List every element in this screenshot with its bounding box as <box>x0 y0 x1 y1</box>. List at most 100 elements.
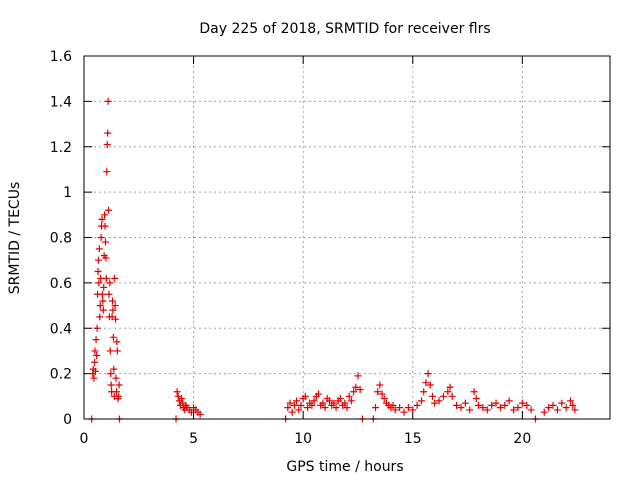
y-tick-label: 0.8 <box>50 231 72 247</box>
x-tick-label: 20 <box>513 431 531 447</box>
data-point <box>100 283 108 291</box>
data-point <box>308 401 316 409</box>
y-tick-label: 1.6 <box>50 49 72 65</box>
data-point <box>319 399 327 407</box>
data-point <box>540 408 548 416</box>
data-point <box>413 401 421 409</box>
data-point <box>426 381 434 389</box>
data-point <box>376 381 384 389</box>
data-point <box>518 399 526 407</box>
axis-ticks: 0 0.2 0.4 0.6 0.8 1 1.2 1.4 1.6 0 5 10 15 20 <box>50 49 610 447</box>
data-point <box>178 395 186 403</box>
data-point <box>439 392 447 400</box>
data-point <box>422 379 430 387</box>
data-point <box>571 406 579 414</box>
data-point <box>347 397 355 405</box>
data-point <box>106 347 114 355</box>
data-point <box>409 406 417 414</box>
y-tick-label: 1 <box>63 185 72 201</box>
data-point <box>396 404 404 412</box>
data-point <box>391 406 399 414</box>
data-point <box>101 222 109 230</box>
data-point <box>374 388 382 396</box>
data-point <box>453 401 461 409</box>
y-axis-label: SRMTID / TECUs <box>7 182 23 295</box>
data-point <box>343 404 351 412</box>
data-point <box>492 399 500 407</box>
data-point <box>371 404 379 412</box>
data-point <box>288 408 296 416</box>
data-point <box>562 404 570 412</box>
data-point <box>101 238 109 246</box>
data-point <box>115 381 123 389</box>
plot-frame <box>83 55 611 420</box>
data-point <box>112 315 120 323</box>
data-point <box>304 404 312 412</box>
data-point <box>92 336 100 344</box>
data-point <box>418 397 426 405</box>
data-point <box>341 399 349 407</box>
data-point <box>325 397 333 405</box>
data-point <box>446 383 454 391</box>
data-point <box>115 392 123 400</box>
data-point <box>196 410 204 418</box>
data-point <box>113 338 121 346</box>
data-point <box>310 397 318 405</box>
data-point <box>111 302 119 310</box>
chart-title: Day 225 of 2018, SRMTID for receiver flr… <box>199 21 490 37</box>
y-tick-label: 0.2 <box>50 367 72 383</box>
data-point <box>514 404 522 412</box>
data-point <box>98 290 106 298</box>
data-point <box>104 129 112 137</box>
data-point <box>111 274 119 282</box>
data-point <box>105 290 113 298</box>
data-point <box>94 268 102 276</box>
y-tick-label: 1.2 <box>50 140 72 156</box>
data-point <box>94 256 102 264</box>
data-point <box>101 211 109 219</box>
data-point <box>106 279 114 287</box>
x-tick-label: 0 <box>80 431 89 447</box>
data-point <box>475 401 482 409</box>
data-point <box>102 274 110 282</box>
data-point <box>501 401 509 409</box>
data-point <box>470 388 478 396</box>
data-point <box>99 297 107 305</box>
data-point <box>104 97 112 105</box>
data-point <box>378 390 386 398</box>
data-point <box>380 395 388 403</box>
data-point <box>345 392 353 400</box>
data-point <box>98 215 106 223</box>
data-point <box>97 234 105 241</box>
data-point <box>400 408 408 416</box>
data-point <box>293 397 301 405</box>
data-point <box>105 206 113 214</box>
data-point <box>420 388 428 396</box>
data-point <box>91 358 99 366</box>
data-point <box>523 401 531 409</box>
data-point <box>496 404 504 412</box>
data-points <box>88 97 579 423</box>
data-point <box>91 367 99 375</box>
data-point <box>356 386 364 394</box>
data-point <box>479 404 487 412</box>
data-point <box>472 395 480 403</box>
data-point <box>457 404 465 412</box>
x-tick-label: 10 <box>294 431 312 447</box>
data-point <box>553 406 561 414</box>
x-tick-label: 15 <box>404 431 422 447</box>
data-point <box>96 313 104 321</box>
data-point <box>95 279 103 287</box>
data-point <box>93 351 101 359</box>
data-point <box>435 397 443 405</box>
data-point <box>107 370 115 378</box>
data-point <box>90 374 98 382</box>
data-point <box>173 388 181 396</box>
data-point <box>545 404 553 412</box>
data-point <box>389 401 397 409</box>
data-point <box>107 381 115 389</box>
y-tick-label: 0.6 <box>50 276 72 292</box>
data-point <box>466 406 474 414</box>
data-point <box>510 406 518 414</box>
